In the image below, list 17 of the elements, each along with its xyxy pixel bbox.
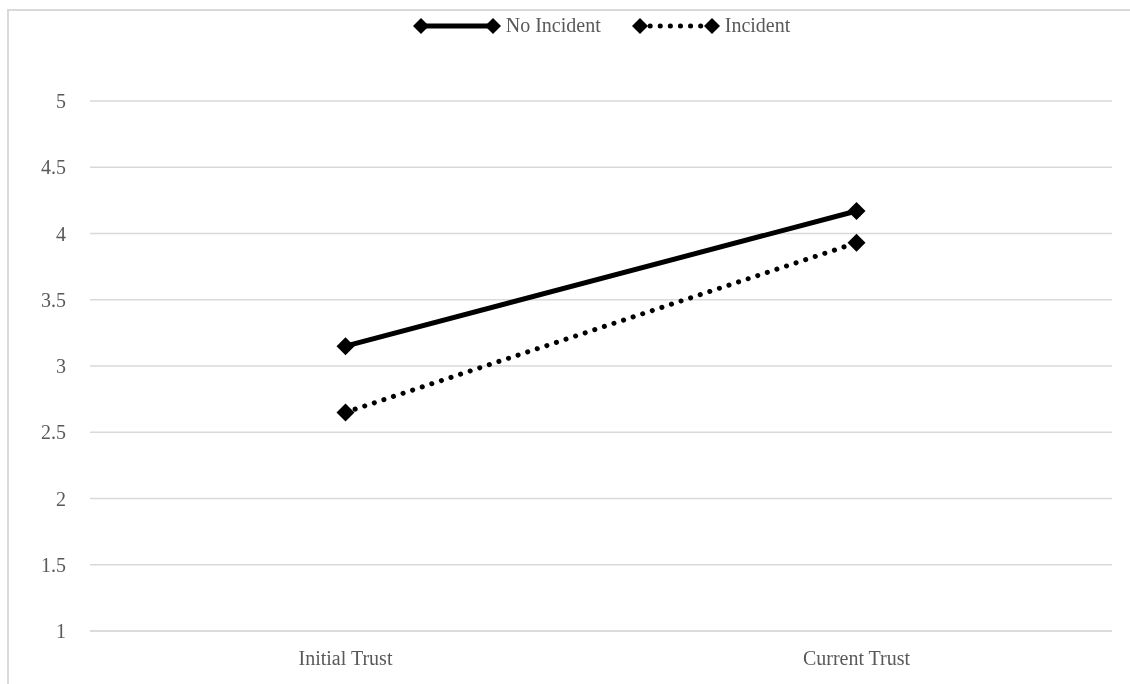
x-tick-label: Current Trust (802, 647, 911, 669)
y-tick-label: 3 (56, 355, 66, 378)
legend-label: No Incident (505, 14, 601, 37)
y-tick-label: 1 (56, 620, 66, 643)
y-tick-label: 5 (56, 90, 66, 113)
point (847, 233, 866, 252)
x-tick-label: Initial Trust (298, 647, 393, 669)
y-tick-label: 2.5 (41, 421, 66, 444)
y-tick-label: 4 (56, 222, 66, 245)
y-tick-label: 2 (56, 487, 66, 510)
point (336, 337, 355, 356)
y-tick-label: 1.5 (41, 553, 66, 576)
point (336, 403, 355, 422)
y-tick-label: 4.5 (41, 156, 66, 179)
y-tick-label: 3.5 (41, 288, 66, 311)
point (847, 201, 866, 220)
legend-label: Incident (724, 14, 791, 37)
